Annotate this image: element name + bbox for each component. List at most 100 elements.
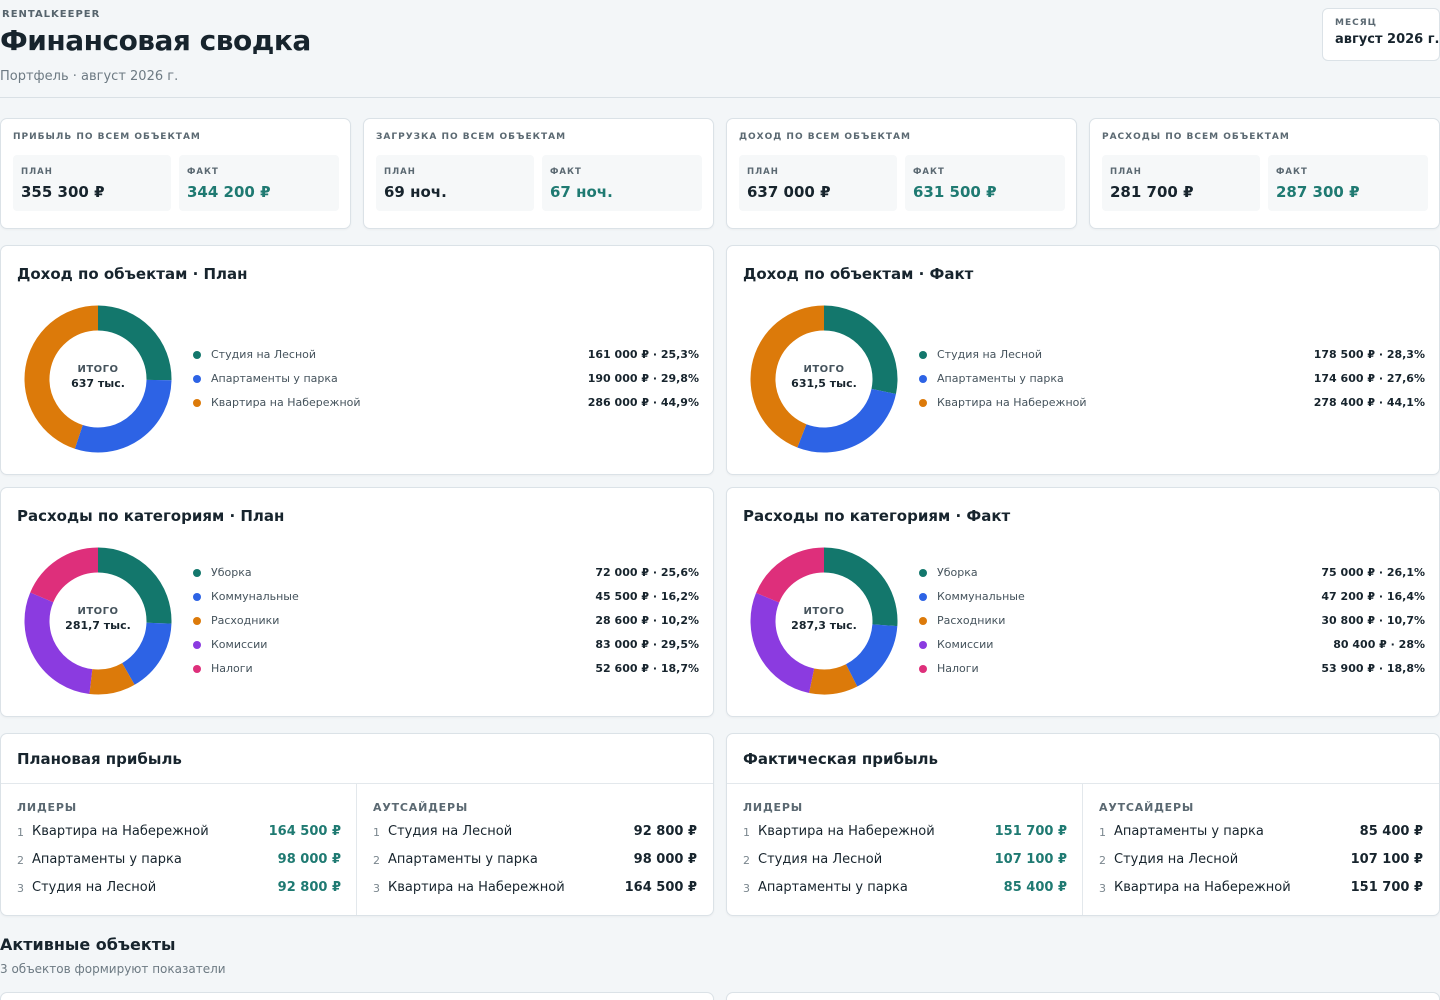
rank-number: 3	[1099, 882, 1106, 895]
kpi-plan-label: ПЛАН	[747, 167, 779, 177]
kpi-plan-cell: ПЛАН 637 000 ₽	[739, 155, 897, 211]
profit-value: 85 400 ₽	[1003, 880, 1067, 895]
page-title: Финансовая сводка	[0, 24, 311, 57]
donut-slice-1	[97, 305, 172, 381]
ranking-row: 3 Квартира на Набережной 151 700 ₽	[1099, 880, 1423, 900]
kpi-fact-label: ФАКТ	[550, 167, 582, 177]
legend-item: Квартира на Набережной 286 000 ₽ · 44,9%	[193, 395, 699, 411]
rank-number: 2	[743, 854, 750, 867]
active-object-card[interactable]	[726, 992, 1440, 1000]
donut-chart	[750, 547, 898, 695]
legend-color-dot	[919, 351, 927, 359]
profit-value: 151 700 ₽	[994, 824, 1067, 839]
kpi-card-occupancy: ЗАГРУЗКА ПО ВСЕМ ОБЪЕКТАМ ПЛАН 69 ноч. Ф…	[363, 118, 714, 229]
legend-color-dot	[193, 593, 201, 601]
donut-slice-4	[750, 592, 815, 693]
legend-label: Налоги	[211, 662, 253, 675]
property-name: Студия на Лесной	[32, 880, 157, 895]
outsiders-label: АУТСАЙДЕРЫ	[373, 801, 469, 814]
kpi-plan-label: ПЛАН	[384, 167, 416, 177]
legend-value: 47 200 ₽ · 16,4%	[1321, 590, 1425, 603]
legend-item: Уборка 75 000 ₽ · 26,1%	[919, 565, 1425, 581]
kpi-plan-cell: ПЛАН 355 300 ₽	[13, 155, 171, 211]
legend-color-dot	[193, 399, 201, 407]
ranking-row: 3 Студия на Лесной 92 800 ₽	[17, 880, 341, 900]
legend-label: Коммунальные	[937, 590, 1025, 603]
legend-item: Коммунальные 45 500 ₽ · 16,2%	[193, 589, 699, 605]
donut-slice-4	[24, 592, 93, 694]
expenses-fact-chart-card: Расходы по категориям · Факт ИТОГО 287,3 …	[726, 487, 1440, 717]
profit-divider	[727, 783, 1439, 784]
donut-total-value: 637 тыс.	[71, 377, 125, 390]
ranking-row: 1 Апартаменты у парка 85 400 ₽	[1099, 824, 1423, 844]
donut-total-value: 281,7 тыс.	[65, 619, 131, 632]
property-name: Студия на Лесной	[1114, 852, 1239, 867]
legend-value: 178 500 ₽ · 28,3%	[1313, 348, 1425, 361]
profit-title: Плановая прибыль	[17, 750, 182, 768]
legend-item: Квартира на Набережной 278 400 ₽ · 44,1%	[919, 395, 1425, 411]
legend-item: Расходники 28 600 ₽ · 10,2%	[193, 613, 699, 629]
income-plan-chart-card: Доход по объектам · План ИТОГО 637 тыс. Ст…	[0, 245, 714, 475]
legend-item: Налоги 52 600 ₽ · 18,7%	[193, 661, 699, 677]
donut-slice-3	[89, 662, 135, 695]
property-name: Апартаменты у парка	[758, 880, 908, 895]
planned-profit-card: Плановая прибыль ЛИДЕРЫ 1 Квартира на Наб…	[0, 733, 714, 916]
legend-item: Студия на Лесной 161 000 ₽ · 25,3%	[193, 347, 699, 363]
rank-number: 1	[743, 826, 750, 839]
legend-item: Апартаменты у парка 190 000 ₽ · 29,8%	[193, 371, 699, 387]
property-name: Студия на Лесной	[388, 824, 513, 839]
month-selector-value: август 2026 г.	[1335, 32, 1440, 47]
kpi-plan-value: 281 700 ₽	[1110, 183, 1194, 201]
profit-divider	[1, 783, 713, 784]
legend-value: 190 000 ₽ · 29,8%	[587, 372, 699, 385]
month-selector[interactable]: МЕСЯЦ август 2026 г.	[1322, 8, 1440, 61]
profit-value: 107 100 ₽	[994, 852, 1067, 867]
legend-item: Налоги 53 900 ₽ · 18,8%	[919, 661, 1425, 677]
chart-title: Доход по объектам · План	[17, 265, 248, 283]
legend-color-dot	[193, 569, 201, 577]
brand-logo-text: RENTALKEEPER	[2, 9, 101, 20]
legend-color-dot	[919, 375, 927, 383]
leaders-label: ЛИДЕРЫ	[743, 801, 803, 814]
donut-center-label: ИТОГО	[77, 364, 119, 375]
active-objects-subtitle: 3 объектов формируют показатели	[0, 962, 226, 976]
kpi-card-expenses: РАСХОДЫ ПО ВСЕМ ОБЪЕКТАМ ПЛАН 281 700 ₽ …	[1089, 118, 1440, 229]
rank-number: 1	[17, 826, 24, 839]
ranking-row: 2 Апартаменты у парка 98 000 ₽	[373, 852, 697, 872]
legend-color-dot	[919, 593, 927, 601]
legend-label: Налоги	[937, 662, 979, 675]
property-name: Квартира на Набережной	[388, 880, 565, 895]
ranking-row: 2 Апартаменты у парка 98 000 ₽	[17, 852, 341, 872]
legend-value: 30 800 ₽ · 10,7%	[1321, 614, 1425, 627]
legend-color-dot	[919, 665, 927, 673]
property-name: Квартира на Набережной	[758, 824, 935, 839]
legend-label: Студия на Лесной	[937, 348, 1043, 361]
rank-number: 2	[17, 854, 24, 867]
legend-color-dot	[193, 351, 201, 359]
active-object-card[interactable]	[0, 992, 714, 1000]
legend-label: Студия на Лесной	[211, 348, 317, 361]
kpi-fact-cell: ФАКТ 67 ноч.	[542, 155, 702, 211]
donut-center-label: ИТОГО	[77, 606, 119, 617]
month-selector-label: МЕСЯЦ	[1335, 18, 1377, 28]
chart-title: Расходы по категориям · Факт	[743, 507, 1011, 525]
leaders-label: ЛИДЕРЫ	[17, 801, 77, 814]
legend-value: 75 000 ₽ · 26,1%	[1321, 566, 1425, 579]
chart-title: Расходы по категориям · План	[17, 507, 285, 525]
legend-item: Студия на Лесной 178 500 ₽ · 28,3%	[919, 347, 1425, 363]
legend-item: Апартаменты у парка 174 600 ₽ · 27,6%	[919, 371, 1425, 387]
legend-item: Расходники 30 800 ₽ · 10,7%	[919, 613, 1425, 629]
legend-color-dot	[193, 665, 201, 673]
donut-center: ИТОГО 281,7 тыс.	[48, 606, 148, 632]
donut-slice-3	[750, 305, 825, 448]
legend-label: Коммунальные	[211, 590, 299, 603]
property-name: Апартаменты у парка	[388, 852, 538, 867]
outsiders-label: АУТСАЙДЕРЫ	[1099, 801, 1195, 814]
page-header: RENTALKEEPER Финансовая сводка Портфель …	[0, 0, 1440, 98]
profit-value: 98 000 ₽	[277, 852, 341, 867]
legend-value: 174 600 ₽ · 27,6%	[1313, 372, 1425, 385]
ranking-row: 3 Квартира на Набережной 164 500 ₽	[373, 880, 697, 900]
legend-color-dot	[919, 399, 927, 407]
donut-slice-2	[121, 622, 172, 685]
legend-value: 80 400 ₽ · 28%	[1333, 638, 1425, 651]
